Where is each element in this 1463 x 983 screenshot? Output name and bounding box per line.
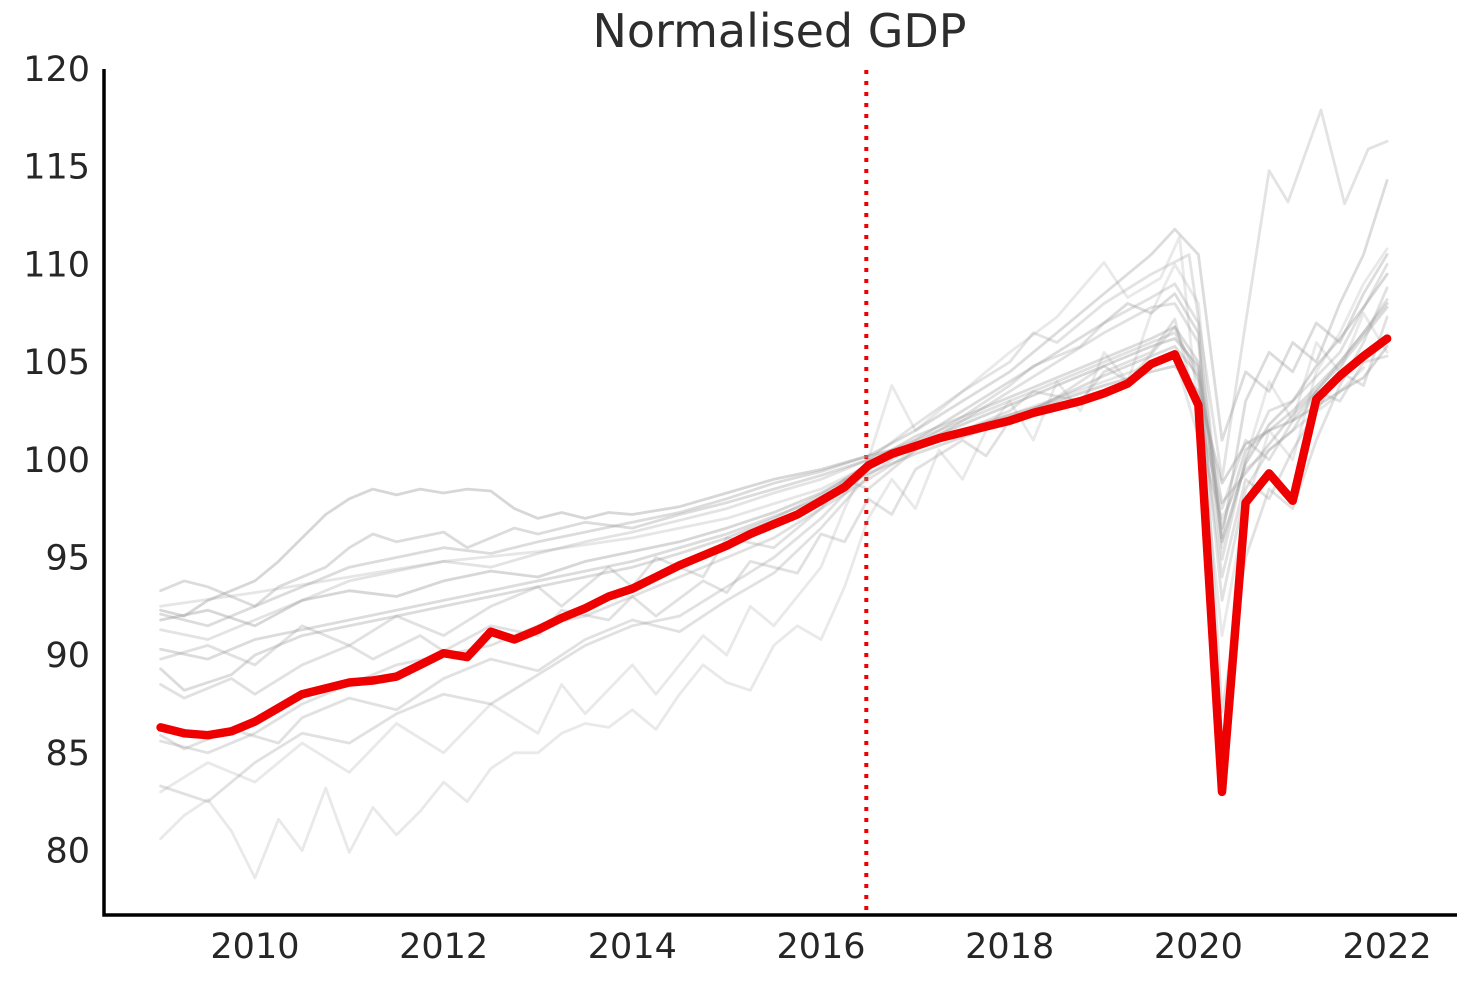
x-axis-tick-label-2018: 2018 — [965, 927, 1054, 967]
context-line-gray-07 — [159, 344, 1389, 618]
x-axis-tick-label-2012: 2012 — [399, 927, 488, 967]
context-line-gray-12 — [159, 354, 1365, 608]
context-line-gray-10 — [159, 108, 1389, 641]
x-axis-tick-label-2022: 2022 — [1343, 927, 1432, 967]
y-axis-tick-label-95: 95 — [45, 538, 90, 578]
context-line-gray-01 — [159, 262, 1389, 880]
context-line-gray-06 — [159, 317, 1389, 667]
axis-spines — [102, 69, 1457, 917]
chart-title: Normalised GDP — [592, 4, 967, 58]
context-line-gray-13 — [159, 315, 1389, 700]
context-line-gray-09 — [159, 178, 1389, 628]
y-axis-tick-label-90: 90 — [45, 636, 90, 676]
context-line-gray-15 — [159, 282, 1389, 751]
context-line-gray-05 — [159, 302, 1389, 692]
context-line-gray-08 — [159, 253, 1389, 608]
y-axis-tick-label-85: 85 — [45, 734, 90, 774]
highlighted-line — [156, 334, 1392, 797]
y-axis-tick-label-80: 80 — [45, 832, 90, 872]
y-axis-tick-label-115: 115 — [23, 148, 90, 188]
y-axis-tick-label-105: 105 — [23, 343, 90, 383]
y-axis-tick-label-110: 110 — [23, 245, 90, 285]
y-axis-tick-label-100: 100 — [23, 441, 90, 481]
context-line-gray-04 — [159, 262, 1389, 755]
context-line-gray-14 — [159, 305, 1389, 661]
x-axis-tick-label-2016: 2016 — [776, 927, 865, 967]
x-axis-tick-label-2020: 2020 — [1154, 927, 1243, 967]
x-axis-tick-label-2010: 2010 — [210, 927, 299, 967]
y-axis-tick-label-120: 120 — [23, 50, 90, 90]
x-axis-tick-label-2014: 2014 — [588, 927, 677, 967]
